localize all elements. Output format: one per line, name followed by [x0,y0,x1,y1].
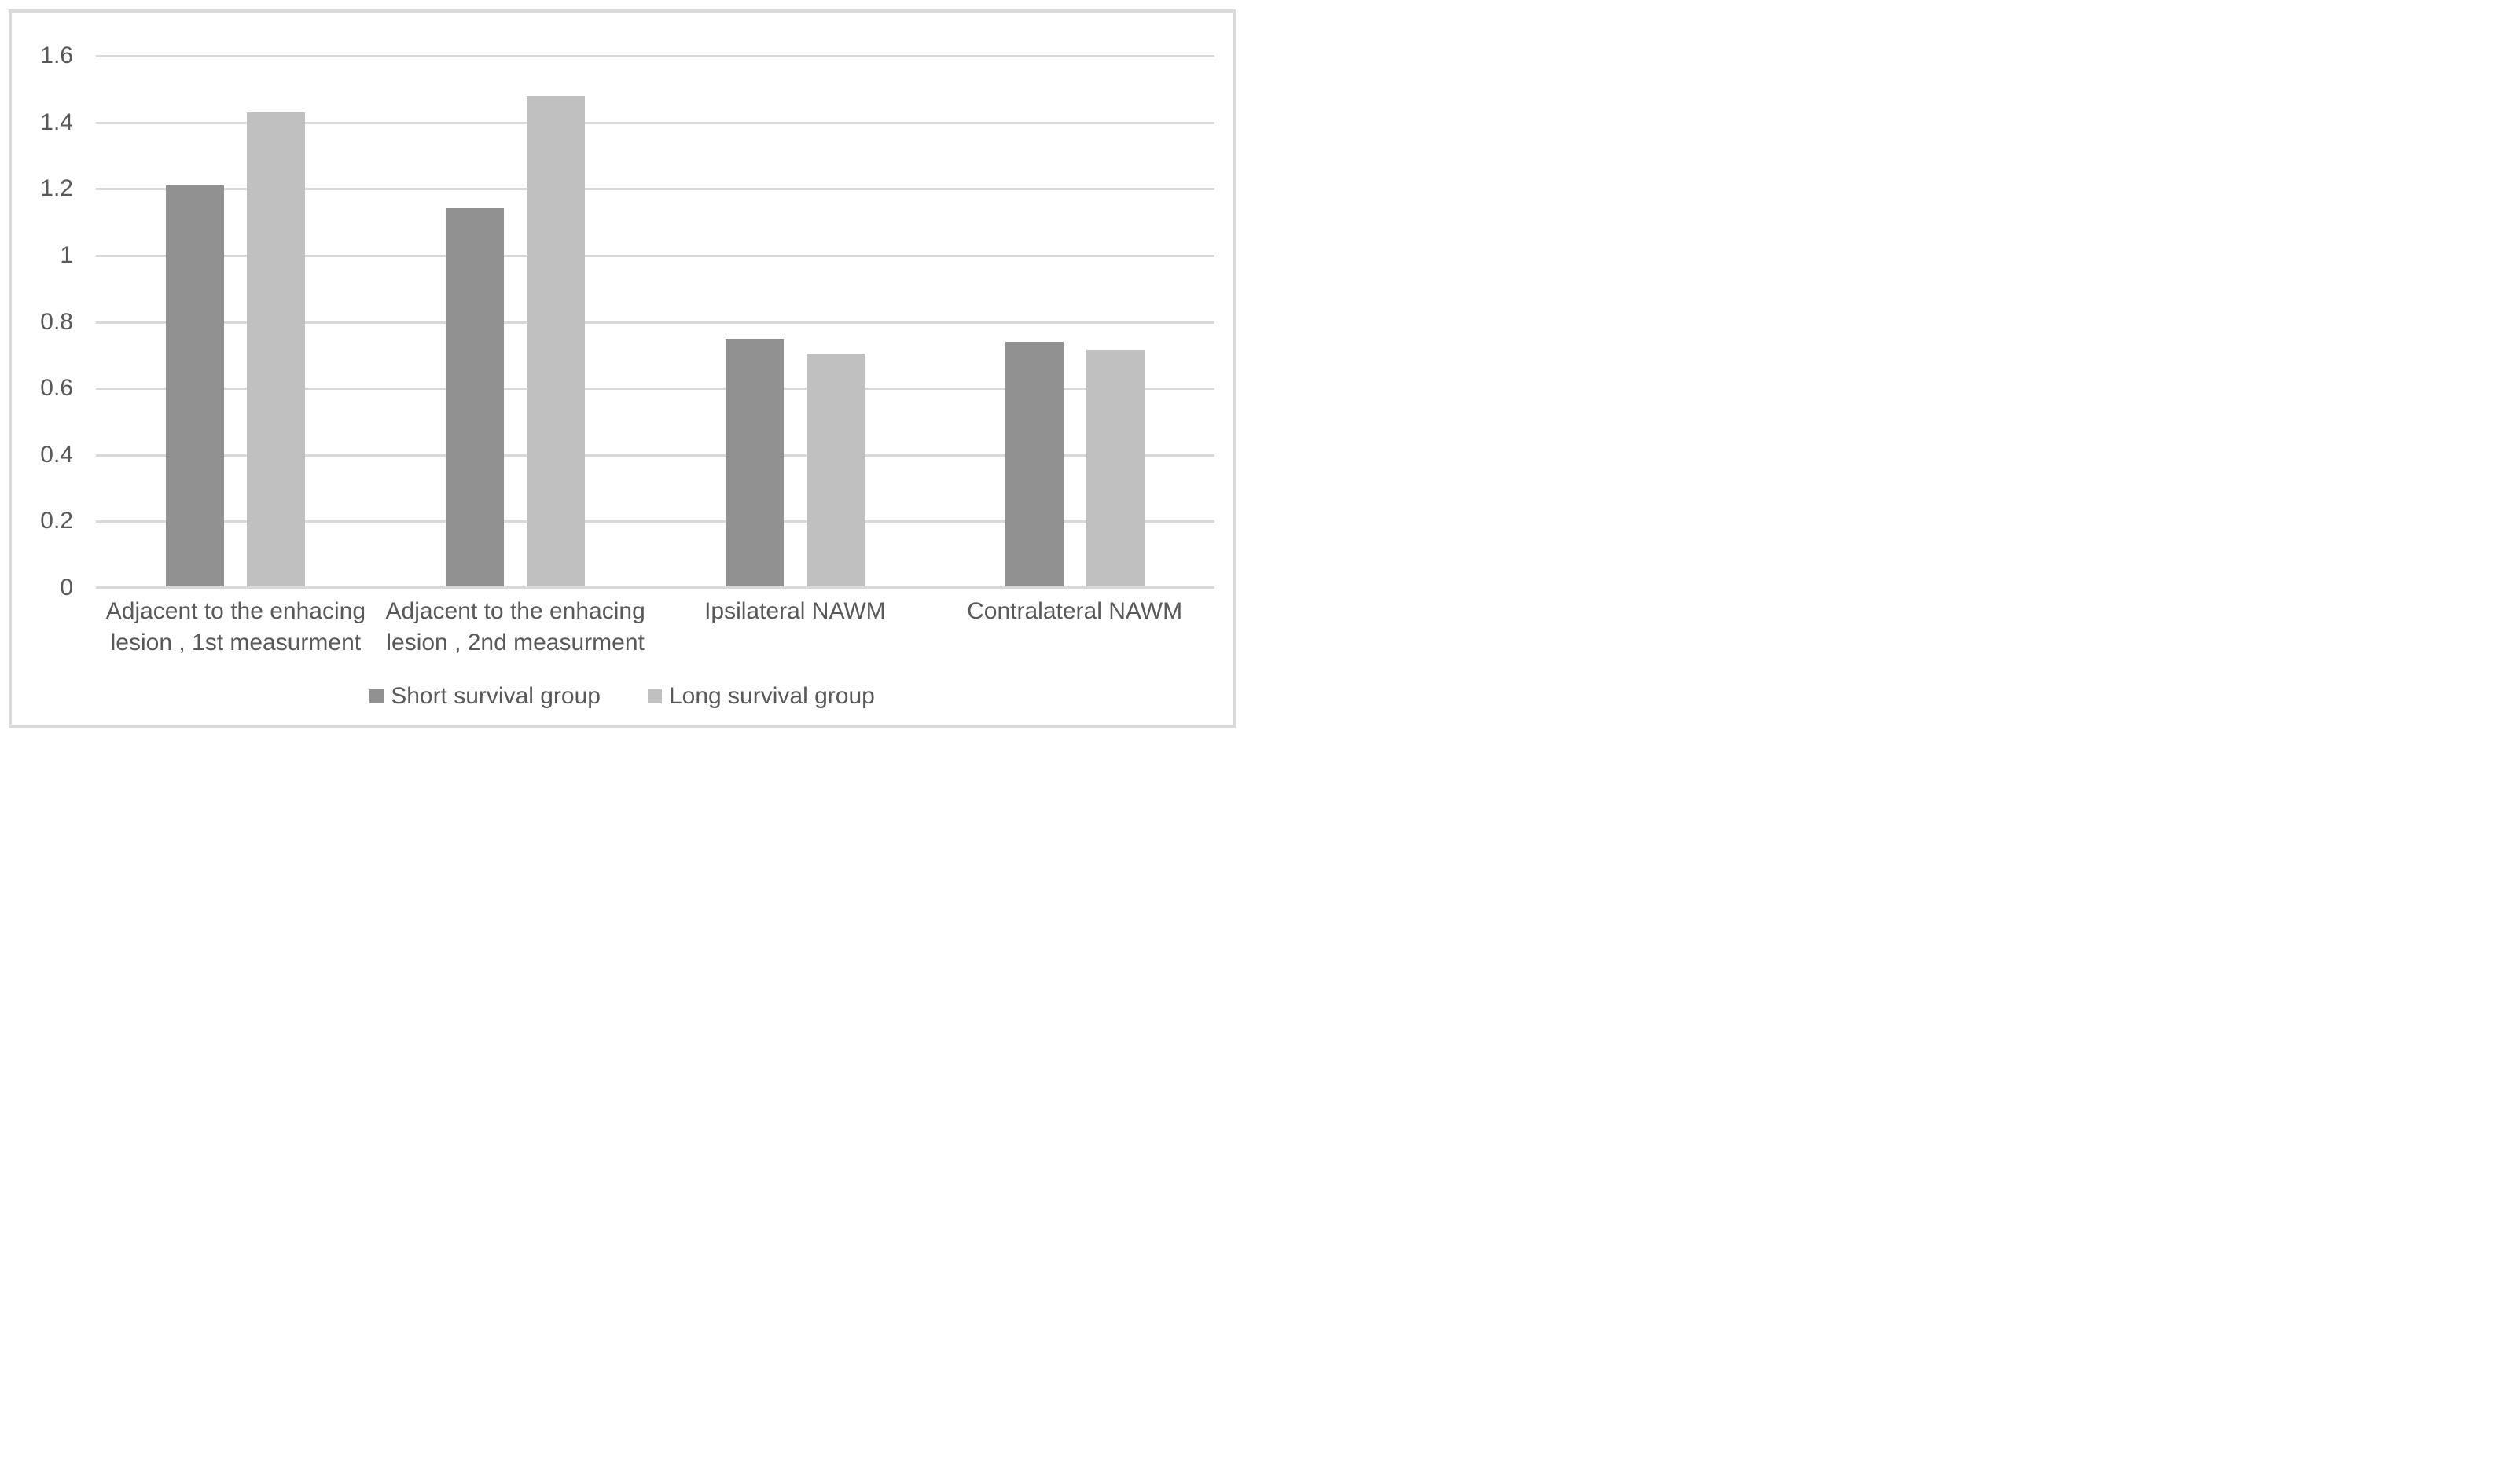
legend-item-short-survival-group: Short survival group [369,681,601,712]
bar-long-survival-group-3 [806,353,865,588]
gridline-1.4 [96,121,1214,124]
gridline-0.8 [96,321,1214,324]
legend-label-short-survival-group: Short survival group [391,683,601,709]
category-label-4: Contralateral NAWM [935,596,1214,659]
bar-group-4 [935,56,1214,588]
bar-group-3 [656,56,935,588]
legend: Short survival group Long survival group [12,681,1233,712]
y-tick-label-1.2: 1.2 [40,175,73,202]
legend-label-long-survival-group: Long survival group [668,683,875,709]
y-tick-label-0.6: 0.6 [40,375,73,402]
category-axis-labels: Adjacent to the enhacing lesion , 1st mea… [96,596,1214,659]
category-label-line: Adjacent to the enhacing [105,598,366,624]
legend-swatch-long-survival-group [647,689,662,703]
category-label-line: lesion , 2nd measurment [386,630,645,656]
category-label-2: Adjacent to the enhacing lesion , 2nd mea… [376,596,656,659]
bar-groups [96,56,1214,588]
gridline-0.4 [96,454,1214,457]
category-label-3: Ipsilateral NAWM [656,596,935,659]
bar-group-2 [376,56,656,588]
gridline-1.0 [96,254,1214,257]
bar-short-survival-group-2 [446,207,505,588]
legend-item-long-survival-group: Long survival group [647,681,875,712]
bar-short-survival-group-3 [725,338,784,588]
y-tick-label-0: 0 [60,575,73,601]
plot-area [96,55,1214,589]
y-tick-label-1: 1 [60,241,73,268]
x-axis-line [96,586,1214,589]
chart-frame: 0 0.2 0.4 0.6 0.8 1 1.2 1.4 1.6 Adjacent to the … [9,9,1236,728]
bar-long-survival-group-1 [247,112,306,588]
y-tick-label-0.4: 0.4 [40,441,73,468]
category-label-line: Contralateral NAWM [967,598,1183,624]
legend-swatch-short-survival-group [369,689,384,703]
gridline-0.2 [96,520,1214,523]
y-tick-label-1.4: 1.4 [40,108,73,135]
bar-group-1 [96,56,376,588]
bar-long-survival-group-4 [1086,350,1145,588]
y-tick-label-1.6: 1.6 [40,42,73,68]
gridline-1.2 [96,188,1214,191]
category-label-line: Adjacent to the enhacing [385,598,645,624]
bar-long-survival-group-2 [527,95,586,588]
bar-short-survival-group-1 [166,186,225,588]
category-label-line: Ipsilateral NAWM [704,598,886,624]
gridline-0.6 [96,388,1214,391]
y-tick-label-0.2: 0.2 [40,508,73,534]
category-label-1: Adjacent to the enhacing lesion , 1st mea… [96,596,376,659]
bar-short-survival-group-4 [1005,341,1064,588]
gridline-1.6 [96,55,1214,57]
y-tick-label-0.8: 0.8 [40,308,73,335]
category-label-line: lesion , 1st measurment [110,630,362,656]
